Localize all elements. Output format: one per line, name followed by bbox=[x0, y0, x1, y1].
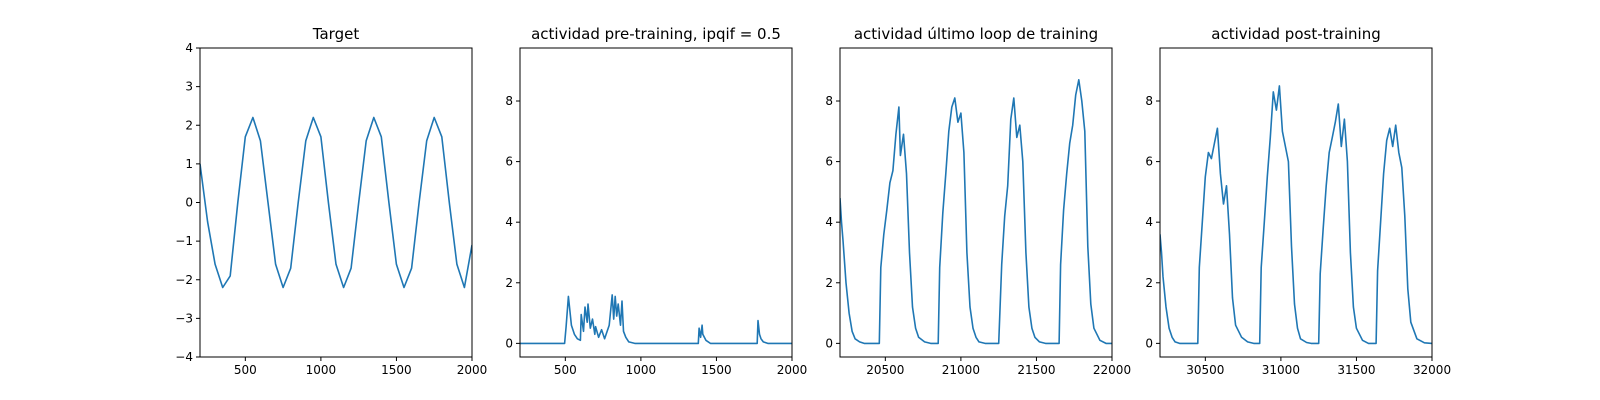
y-tick-label: 8 bbox=[505, 94, 513, 108]
axes-frame bbox=[519, 47, 793, 358]
x-tick-label: 1000 bbox=[306, 363, 337, 377]
x-tick-label: 2000 bbox=[457, 363, 488, 377]
x-tick-label: 500 bbox=[554, 363, 577, 377]
x-tick-label: 1000 bbox=[626, 363, 657, 377]
y-tick-label: 4 bbox=[1145, 215, 1153, 229]
y-tick-label: 2 bbox=[825, 276, 833, 290]
x-tick-label: 20500 bbox=[866, 363, 904, 377]
subplot-title: actividad post-training bbox=[1211, 25, 1380, 43]
x-tick-label: 1500 bbox=[381, 363, 412, 377]
x-tick-label: 500 bbox=[234, 363, 257, 377]
subplot-title: actividad último loop de training bbox=[854, 25, 1098, 43]
y-tick-label: 6 bbox=[505, 155, 513, 169]
y-tick-label: 0 bbox=[505, 336, 513, 350]
series-line-1 bbox=[840, 79, 1112, 345]
series-line-1 bbox=[200, 116, 472, 289]
y-tick-label: 3 bbox=[185, 80, 193, 94]
series-line-1 bbox=[520, 294, 792, 345]
subplot-title: Target bbox=[312, 25, 360, 43]
y-tick-label: 0 bbox=[1145, 336, 1153, 350]
subplot-4: 0 2 4 6 8 30500 31000 31500 32000 actividad post-… bbox=[1145, 25, 1451, 377]
y-tick-label: 1 bbox=[185, 157, 193, 171]
x-tick-label: 21000 bbox=[942, 363, 980, 377]
x-tick-label: 32000 bbox=[1413, 363, 1451, 377]
y-tick-label: 6 bbox=[1145, 155, 1153, 169]
y-tick-label: 8 bbox=[1145, 94, 1153, 108]
y-tick-label: 8 bbox=[825, 94, 833, 108]
y-tick-label: −1 bbox=[175, 234, 193, 248]
y-tick-label: −4 bbox=[175, 350, 193, 364]
x-tick-label: 31500 bbox=[1337, 363, 1375, 377]
y-tick-label: 6 bbox=[825, 155, 833, 169]
y-tick-label: 2 bbox=[505, 276, 513, 290]
y-tick-label: 4 bbox=[505, 215, 513, 229]
y-tick-label: −2 bbox=[175, 273, 193, 287]
subplot-3: 0 2 4 6 8 20500 21000 21500 22000 actividad últim… bbox=[825, 25, 1131, 377]
x-tick-label: 2000 bbox=[777, 363, 808, 377]
y-tick-label: 0 bbox=[185, 196, 193, 210]
subplot-1: −4 −3 −2 −1 0 1 2 3 4 500 1000 1500 2000 Target bbox=[175, 25, 487, 377]
y-tick-label: 0 bbox=[825, 336, 833, 350]
subplot-2: 0 2 4 6 8 500 1000 1500 2000 actividad pre-traini… bbox=[505, 25, 807, 377]
x-tick-label: 22000 bbox=[1093, 363, 1131, 377]
x-tick-label: 30500 bbox=[1186, 363, 1224, 377]
y-tick-label: 4 bbox=[185, 41, 193, 55]
y-tick-label: −3 bbox=[175, 311, 193, 325]
x-tick-label: 31000 bbox=[1262, 363, 1300, 377]
axes-frame bbox=[1159, 47, 1433, 358]
x-tick-label: 21500 bbox=[1017, 363, 1055, 377]
x-tick-label: 1500 bbox=[701, 363, 732, 377]
series-line-1 bbox=[1160, 85, 1432, 345]
y-tick-label: 2 bbox=[185, 118, 193, 132]
y-tick-label: 4 bbox=[825, 215, 833, 229]
subplot-title: actividad pre-training, ipqif = 0.5 bbox=[531, 25, 781, 43]
y-tick-label: 2 bbox=[1145, 276, 1153, 290]
axes-frame bbox=[839, 47, 1113, 358]
